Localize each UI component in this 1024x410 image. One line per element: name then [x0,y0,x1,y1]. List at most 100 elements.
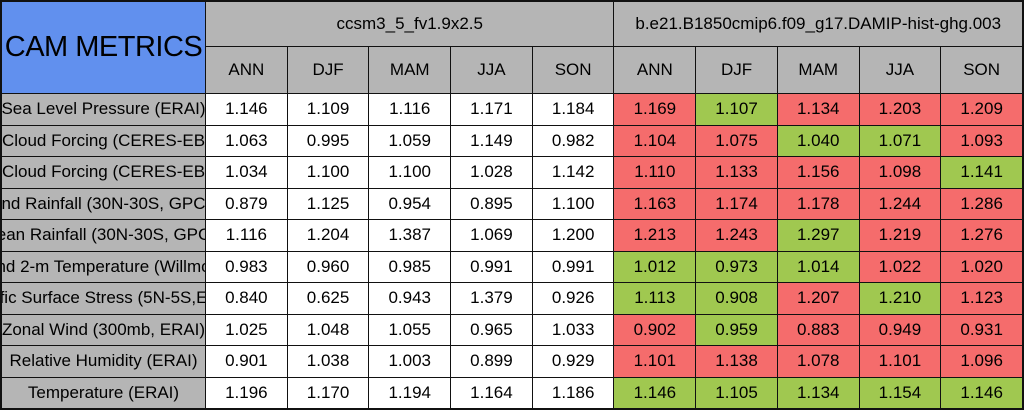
metric-value-cell: 1.107 [696,94,777,125]
metric-value-cell: 1.243 [696,220,777,251]
metric-row-label: Sea Level Pressure (ERAI) [2,94,205,125]
metric-value-cell: 1.204 [287,220,369,251]
metric-value-cell: 1.110 [614,157,696,188]
metric-value-cell: 1.025 [206,314,287,345]
metric-value-cell: 1.134 [777,94,859,125]
metric-value-cell: 1.109 [287,94,369,125]
season-header: MAM [777,47,859,93]
metric-value-cell: 0.929 [532,346,614,377]
metric-value-cell: 1.040 [777,125,859,156]
metric-value-cell: 1.207 [777,283,859,314]
metric-value-cell: 0.960 [287,251,369,282]
metric-value-cell: 1.028 [451,157,532,188]
season-header: SON [941,47,1022,93]
metric-value-cell: 1.219 [859,220,941,251]
metric-value-cell: 1.379 [451,283,532,314]
metric-value-cell: 0.926 [532,283,614,314]
metric-value-cell: 1.116 [206,220,287,251]
metric-value-cell: 1.210 [859,283,941,314]
metric-value-cell: 0.901 [206,346,287,377]
metric-value-cell: 1.093 [941,125,1022,156]
metric-value-cell: 1.078 [777,346,859,377]
metric-value-cell: 1.105 [696,377,777,408]
metric-value-cell: 1.034 [206,157,287,188]
metric-value-cell: 1.184 [532,94,614,125]
season-header: DJF [287,47,369,93]
metric-value-cell: 0.949 [859,314,941,345]
metric-value-cell: 1.154 [859,377,941,408]
metric-value-cell: 1.142 [532,157,614,188]
metric-value-cell: 0.973 [696,251,777,282]
metric-value-cell: 1.186 [532,377,614,408]
metric-value-cell: 1.003 [369,346,451,377]
season-header: ANN [614,47,696,93]
metric-value-cell: 1.123 [941,283,1022,314]
season-header: JJA [451,47,532,93]
metric-value-cell: 1.100 [369,157,451,188]
metric-value-cell: 1.387 [369,220,451,251]
metric-value-cell: 1.174 [696,188,777,219]
metric-value-cell: 1.125 [287,188,369,219]
metric-value-cell: 0.991 [532,251,614,282]
metric-value-cell: 1.141 [941,157,1022,188]
metric-value-cell: 1.156 [777,157,859,188]
metric-value-cell: 1.178 [777,188,859,219]
metric-value-cell: 1.096 [941,346,1022,377]
metric-value-cell: 1.297 [777,220,859,251]
metric-value-cell: 1.022 [859,251,941,282]
metric-row-label: ean Rainfall (30N-30S, GPC [2,220,205,251]
metric-row-label: fic Surface Stress (5N-5S,E [2,283,205,314]
metric-row-label: Relative Humidity (ERAI) [2,346,205,377]
metric-value-cell: 0.902 [614,314,696,345]
model-column-header-1: ccsm3_5_fv1.9x2.5 [206,2,614,46]
metric-row-label: Cloud Forcing (CERES-EB [2,157,205,188]
metric-value-cell: 1.171 [451,94,532,125]
metric-value-cell: 0.982 [532,125,614,156]
metric-value-cell: 1.209 [941,94,1022,125]
metric-value-cell: 1.146 [206,94,287,125]
metric-row-label: nd Rainfall (30N-30S, GPC [2,188,205,219]
metric-value-cell: 1.116 [369,94,451,125]
metric-value-cell: 1.146 [614,377,696,408]
metric-value-cell: 1.200 [532,220,614,251]
metric-value-cell: 0.954 [369,188,451,219]
metric-value-cell: 1.100 [287,157,369,188]
metric-value-cell: 0.840 [206,283,287,314]
metric-value-cell: 1.244 [859,188,941,219]
metric-value-cell: 1.101 [859,346,941,377]
metric-value-cell: 1.014 [777,251,859,282]
metric-value-cell: 0.883 [777,314,859,345]
metric-value-cell: 0.943 [369,283,451,314]
metric-value-cell: 0.908 [696,283,777,314]
metric-value-cell: 0.931 [941,314,1022,345]
metric-value-cell: 0.965 [451,314,532,345]
season-header: MAM [369,47,451,93]
metric-row-label: Zonal Wind (300mb, ERAI) [2,314,205,345]
metric-value-cell: 1.069 [451,220,532,251]
metric-value-cell: 1.100 [532,188,614,219]
season-header: ANN [206,47,287,93]
metric-value-cell: 1.194 [369,377,451,408]
metric-value-cell: 1.038 [287,346,369,377]
metric-value-cell: 1.134 [777,377,859,408]
metric-value-cell: 1.033 [532,314,614,345]
metric-value-cell: 1.276 [941,220,1022,251]
metric-value-cell: 0.895 [451,188,532,219]
metric-value-cell: 1.149 [451,125,532,156]
metric-value-cell: 1.071 [859,125,941,156]
season-header: DJF [696,47,777,93]
metric-value-cell: 0.995 [287,125,369,156]
metric-value-cell: 1.163 [614,188,696,219]
metric-value-cell: 1.286 [941,188,1022,219]
metric-value-cell: 0.985 [369,251,451,282]
metric-value-cell: 1.213 [614,220,696,251]
metric-value-cell: 1.203 [859,94,941,125]
metric-value-cell: 1.146 [941,377,1022,408]
metric-value-cell: 1.098 [859,157,941,188]
metric-value-cell: 1.170 [287,377,369,408]
metric-value-cell: 1.169 [614,94,696,125]
metric-value-cell: 1.101 [614,346,696,377]
metric-value-cell: 1.059 [369,125,451,156]
metric-row-label: Temperature (ERAI) [2,377,205,408]
